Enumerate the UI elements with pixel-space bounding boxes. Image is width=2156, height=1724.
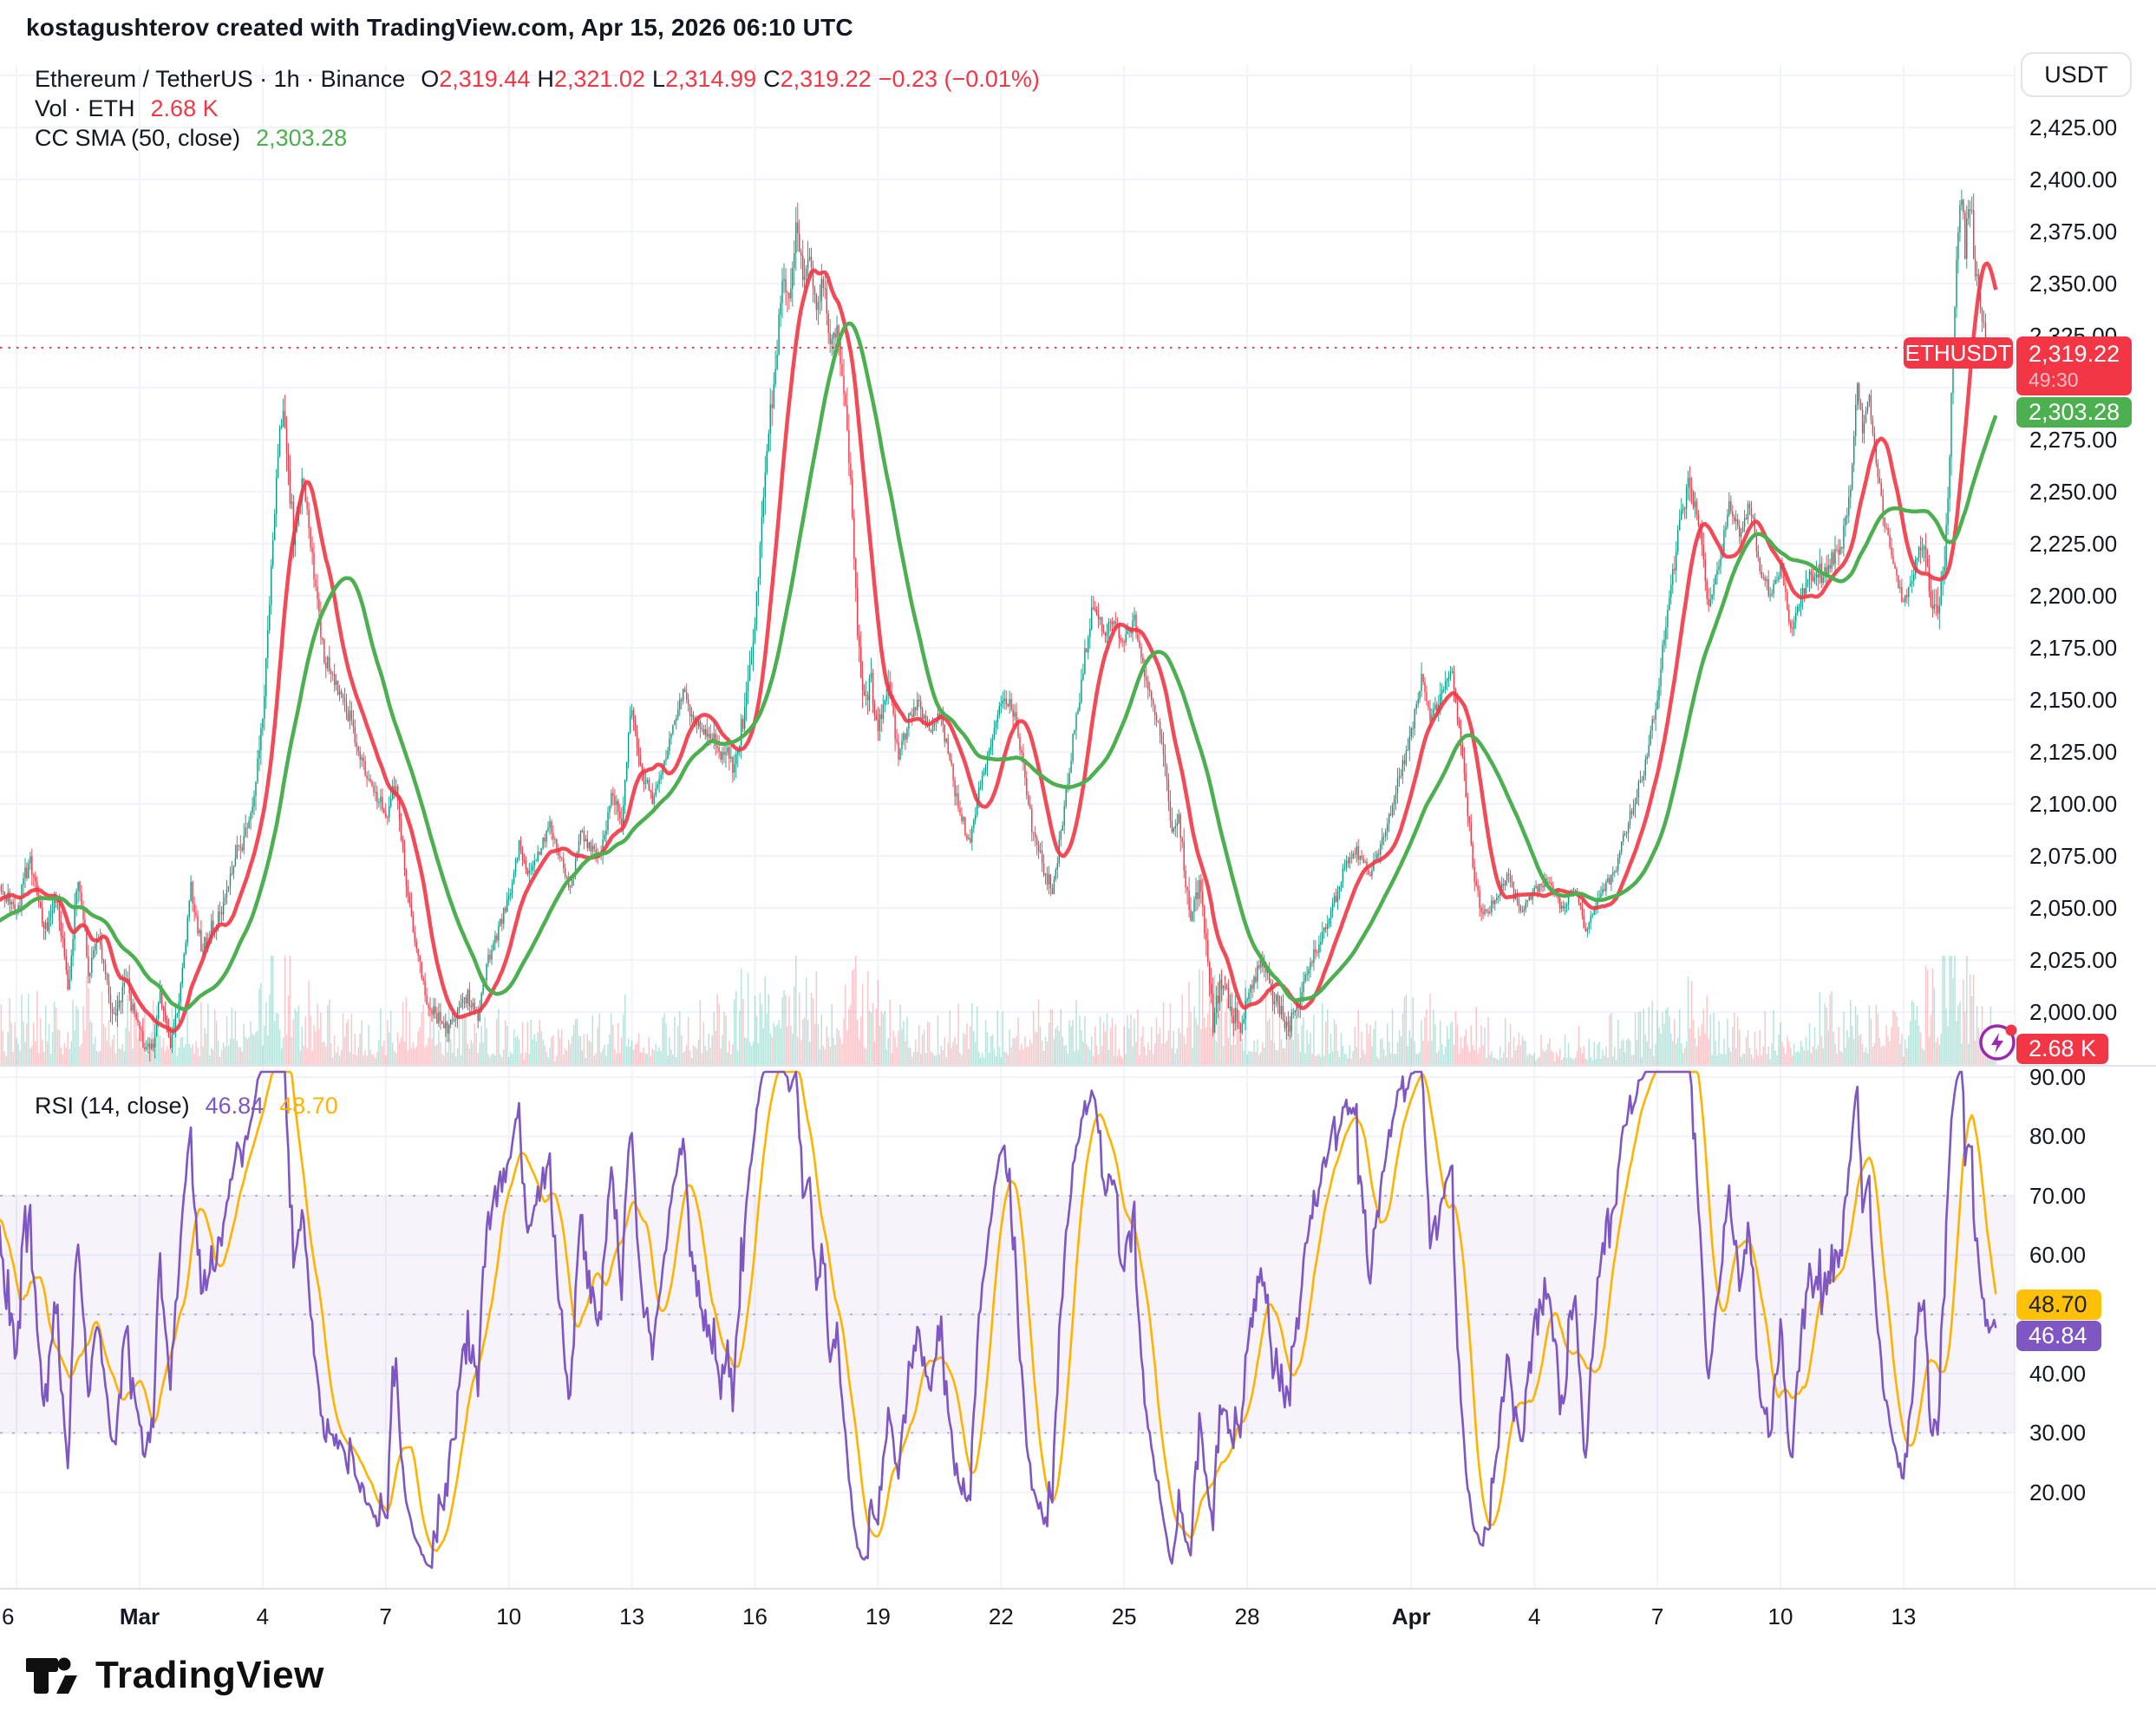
sma-price-badge: 2,303.28 xyxy=(2016,397,2132,428)
volume-value: 2.68 K xyxy=(150,95,219,121)
rsi-legend-row[interactable]: RSI (14, close) 46.84 48.70 xyxy=(35,1093,338,1120)
chart-canvas xyxy=(0,65,2156,1590)
time-tick-label: 16 xyxy=(742,1603,768,1629)
time-tick-label: 10 xyxy=(496,1603,522,1629)
legend-block: Ethereum / TetherUS · 1h · Binance O 2,319… xyxy=(35,64,1040,153)
last-price-badge: 2,319.22 49:30 xyxy=(2016,336,2132,395)
price-tick-label: 2,250.00 xyxy=(2029,479,2118,505)
candle-wicks-down xyxy=(0,193,1996,1062)
rsi-tick-label: 30.00 xyxy=(2029,1420,2087,1446)
sma-value: 2,303.28 xyxy=(256,124,348,151)
time-tick-label: 4 xyxy=(256,1603,270,1629)
open-label: O xyxy=(421,65,440,92)
time-tick-label: 7 xyxy=(1650,1603,1664,1629)
snapshot-title: kostagushterov created with TradingView.… xyxy=(26,14,853,41)
price-tick-label: 2,375.00 xyxy=(2029,219,2118,245)
sma-legend-row[interactable]: CC SMA (50, close) 2,303.28 xyxy=(35,123,1040,153)
close-value: 2,319.22 xyxy=(780,65,872,92)
rsi-tick-label: 70.00 xyxy=(2029,1182,2087,1209)
rsi-ma-badge: 48.70 xyxy=(2016,1290,2101,1320)
price-tick-label: 2,425.00 xyxy=(2029,114,2118,140)
time-tick-label: 13 xyxy=(619,1603,645,1629)
price-tick-label: 2,100.00 xyxy=(2029,791,2118,817)
time-tick-label: Apr xyxy=(1391,1603,1431,1629)
high-value: 2,321.02 xyxy=(553,65,645,92)
price-tick-label: 2,175.00 xyxy=(2029,635,2118,661)
volume-bars-down xyxy=(0,956,1997,1065)
time-tick-label: 28 xyxy=(1234,1603,1260,1629)
time-tick-label: 25 xyxy=(1111,1603,1137,1629)
time-axis[interactable]: 6 Mar 4 7 10 13 16 19 22 25 28 Apr 4 7 10 13 xyxy=(0,1590,2156,1643)
open-value: 2,319.44 xyxy=(439,65,531,92)
rsi-tick-label: 20.00 xyxy=(2029,1479,2087,1505)
time-tick-label: 6 xyxy=(2,1603,15,1629)
time-tick-label: 13 xyxy=(1891,1603,1917,1629)
price-tick-label: 2,400.00 xyxy=(2029,167,2118,193)
time-tick-label: 10 xyxy=(1767,1603,1793,1629)
volume-legend-row[interactable]: Vol · ETH 2.68 K xyxy=(35,94,1040,123)
sma-fast-line xyxy=(0,261,1998,1034)
sma-label: CC SMA (50, close) xyxy=(35,124,241,151)
price-tick-label: 2,200.00 xyxy=(2029,583,2118,609)
close-label: C xyxy=(763,65,781,92)
price-tick-label: 2,125.00 xyxy=(2029,739,2118,765)
rsi-label: RSI (14, close) xyxy=(35,1093,190,1119)
price-tick-label: 2,000.00 xyxy=(2029,999,2118,1025)
rsi-line xyxy=(0,1070,1997,1570)
symbol-legend-row[interactable]: Ethereum / TetherUS · 1h · Binance O 2,319… xyxy=(35,64,1040,94)
rsi-band xyxy=(0,1195,2015,1433)
sma-50-line xyxy=(0,321,1998,1011)
price-tick-label: 2,075.00 xyxy=(2029,843,2118,869)
volume-label: Vol · ETH xyxy=(35,95,135,121)
bar-countdown: 49:30 xyxy=(2029,368,2079,391)
flash-alert-button[interactable] xyxy=(1978,1022,2018,1062)
notification-dot xyxy=(2005,1024,2017,1036)
high-label: H xyxy=(537,65,554,92)
time-tick-label: 19 xyxy=(865,1603,891,1629)
vertical-gridlines xyxy=(16,65,1904,1589)
price-tick-label: 2,150.00 xyxy=(2029,687,2118,713)
volume-badge: 2.68 K xyxy=(2016,1034,2108,1064)
change-value: −0.23 (−0.01%) xyxy=(878,65,1040,92)
rsi-tick-label: 80.00 xyxy=(2029,1123,2087,1150)
price-axis[interactable]: 2,425.00 2,400.00 2,375.00 2,350.00 2,325.00… xyxy=(2015,0,2156,1589)
volume-bars-up xyxy=(7,956,1996,1065)
tradingview-logo-icon xyxy=(26,1657,77,1694)
currency-toggle-button[interactable]: USDT xyxy=(2021,52,2132,97)
time-tick-label: Mar xyxy=(119,1603,160,1629)
rsi-value: 46.84 xyxy=(205,1093,265,1119)
price-tick-label: 2,025.00 xyxy=(2029,947,2118,973)
last-price-value: 2,319.22 xyxy=(2029,340,2120,367)
rsi-tick-label: 60.00 xyxy=(2029,1242,2087,1269)
rsi-tick-label: 40.00 xyxy=(2029,1361,2087,1387)
lightning-icon xyxy=(1991,1033,2003,1053)
candle-bodies-down xyxy=(0,199,1997,1049)
symbol-title: Ethereum / TetherUS · 1h · Binance xyxy=(35,65,406,92)
price-tick-label: 2,275.00 xyxy=(2029,427,2118,453)
low-value: 2,314.99 xyxy=(664,65,757,92)
time-tick-label: 22 xyxy=(988,1603,1014,1629)
rsi-tick-label: 90.00 xyxy=(2029,1064,2087,1090)
rsi-value-badge: 46.84 xyxy=(2016,1321,2101,1351)
symbol-price-label: ETHUSDT xyxy=(1904,337,2013,369)
price-tick-label: 2,350.00 xyxy=(2029,271,2118,297)
price-tick-label: 2,050.00 xyxy=(2029,895,2118,921)
rsi-ma-value: 48.70 xyxy=(279,1093,338,1119)
tradingview-logo-text: TradingView xyxy=(95,1654,324,1696)
time-tick-label: 7 xyxy=(379,1603,393,1629)
low-label: L xyxy=(651,65,665,92)
price-tick-label: 2,225.00 xyxy=(2029,531,2118,557)
time-tick-label: 4 xyxy=(1527,1603,1541,1629)
tradingview-footer[interactable]: TradingView xyxy=(26,1653,324,1698)
